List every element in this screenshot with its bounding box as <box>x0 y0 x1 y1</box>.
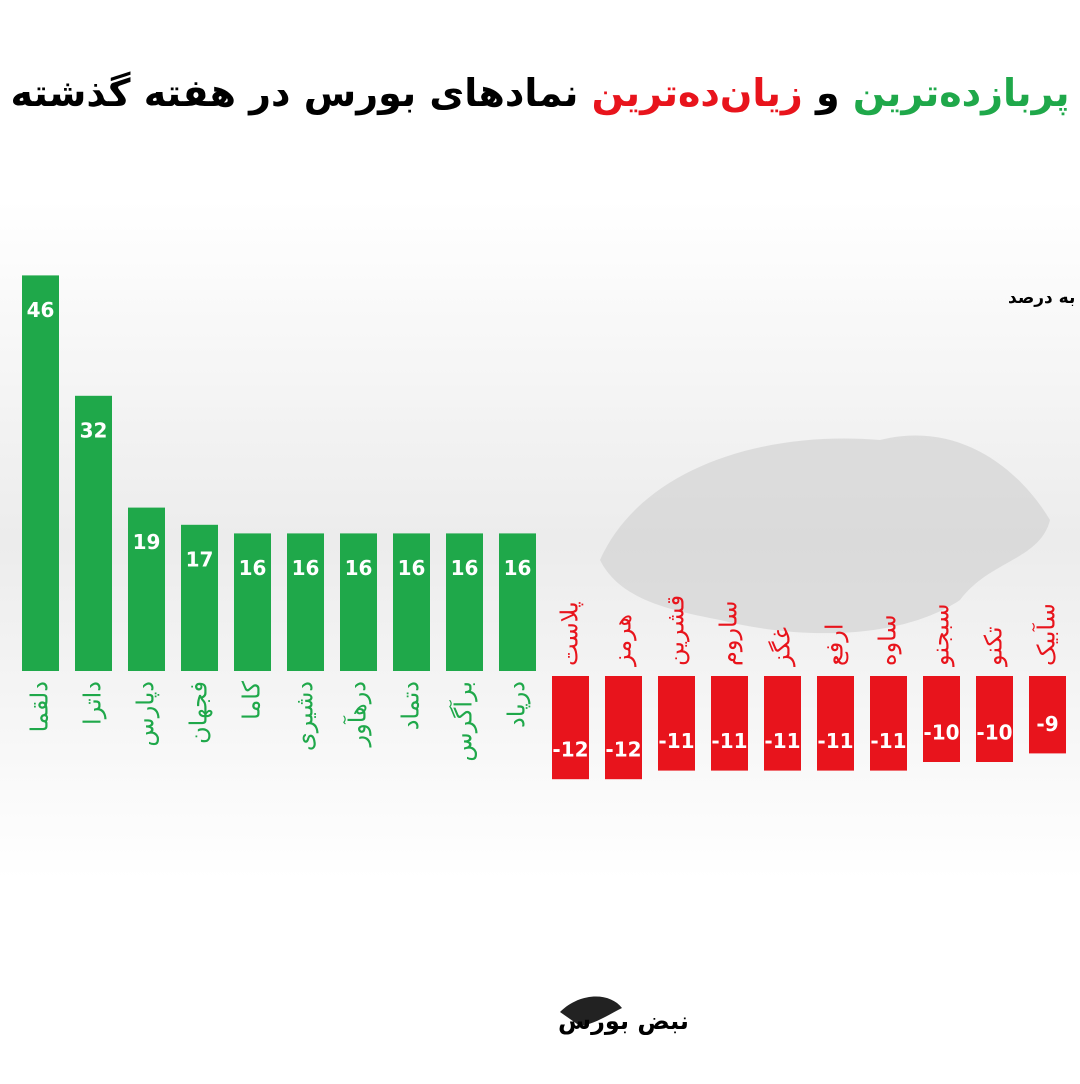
category-label: دتماد <box>397 681 425 730</box>
bar <box>393 533 430 671</box>
chart-title: پربازده‌ترین و زیان‌ده‌ترین نمادهای بورس… <box>10 71 1069 116</box>
category-label: پلاست <box>556 601 584 666</box>
bar <box>1029 676 1066 754</box>
value-label: -11 <box>870 729 906 753</box>
value-label: -9 <box>1036 712 1058 736</box>
value-label: 16 <box>239 556 267 580</box>
value-label: -11 <box>711 729 747 753</box>
value-label: 16 <box>451 556 479 580</box>
bar <box>711 676 748 771</box>
category-label: غگز <box>768 627 796 667</box>
value-label: 16 <box>345 556 373 580</box>
bar <box>552 676 589 780</box>
category-label: کاما <box>238 680 266 719</box>
category-label: سبجنو <box>927 604 955 667</box>
category-label: داترا <box>79 681 107 725</box>
category-label: ارفع <box>821 623 849 666</box>
bar <box>75 395 112 671</box>
value-label: -11 <box>764 729 800 753</box>
category-label: دشیری <box>291 681 319 751</box>
logo: نبض بورس <box>558 996 689 1035</box>
unit-note: اعداد به درصد <box>1008 288 1080 308</box>
category-label: درپاد <box>503 681 531 728</box>
value-label: 16 <box>292 556 320 580</box>
category-label: ساوه <box>874 614 902 666</box>
value-label: -12 <box>605 738 641 762</box>
category-label: فجهان <box>185 681 213 744</box>
bar <box>234 533 271 671</box>
value-label: 17 <box>186 547 214 571</box>
bar <box>128 507 165 671</box>
category-label: دپارس <box>132 681 160 747</box>
category-label: برآگرس <box>449 681 478 762</box>
bar <box>976 676 1013 762</box>
value-label: 19 <box>133 530 161 554</box>
title-part: پربازده‌ترین <box>853 71 1070 115</box>
value-label: 32 <box>80 418 108 442</box>
title-part: زیان‌ده‌ترین <box>592 71 803 115</box>
title-part: نمادهای بورس در هفته گذشته <box>10 71 578 115</box>
value-label: -10 <box>923 721 959 745</box>
title-part: و <box>814 71 840 116</box>
bar <box>287 533 324 671</box>
logo-text: نبض بورس <box>558 1007 689 1035</box>
bar <box>340 533 377 671</box>
category-label: دلقما <box>26 681 54 732</box>
value-label: -11 <box>658 729 694 753</box>
bar <box>923 676 960 762</box>
bar <box>870 676 907 771</box>
bar <box>605 676 642 780</box>
category-label: قشرین <box>662 595 690 666</box>
value-label: -10 <box>976 721 1012 745</box>
value-label: 16 <box>504 556 532 580</box>
bar <box>22 275 59 671</box>
value-label: -11 <box>817 729 853 753</box>
bar <box>499 533 536 671</box>
category-label: ساروم <box>715 601 743 666</box>
bar <box>817 676 854 771</box>
category-label: سآبیک <box>1032 603 1061 666</box>
bar <box>446 533 483 671</box>
watermark-bull <box>600 435 1050 634</box>
logo-bull <box>560 996 622 1026</box>
bar <box>764 676 801 771</box>
value-label: 46 <box>27 298 55 322</box>
category-label: تکنو <box>980 626 1008 667</box>
value-label: -12 <box>552 738 588 762</box>
bar <box>181 524 218 671</box>
value-label: 16 <box>398 556 426 580</box>
category-label: درهآور <box>343 681 372 747</box>
category-label: هرمز <box>609 614 637 667</box>
bar <box>658 676 695 771</box>
